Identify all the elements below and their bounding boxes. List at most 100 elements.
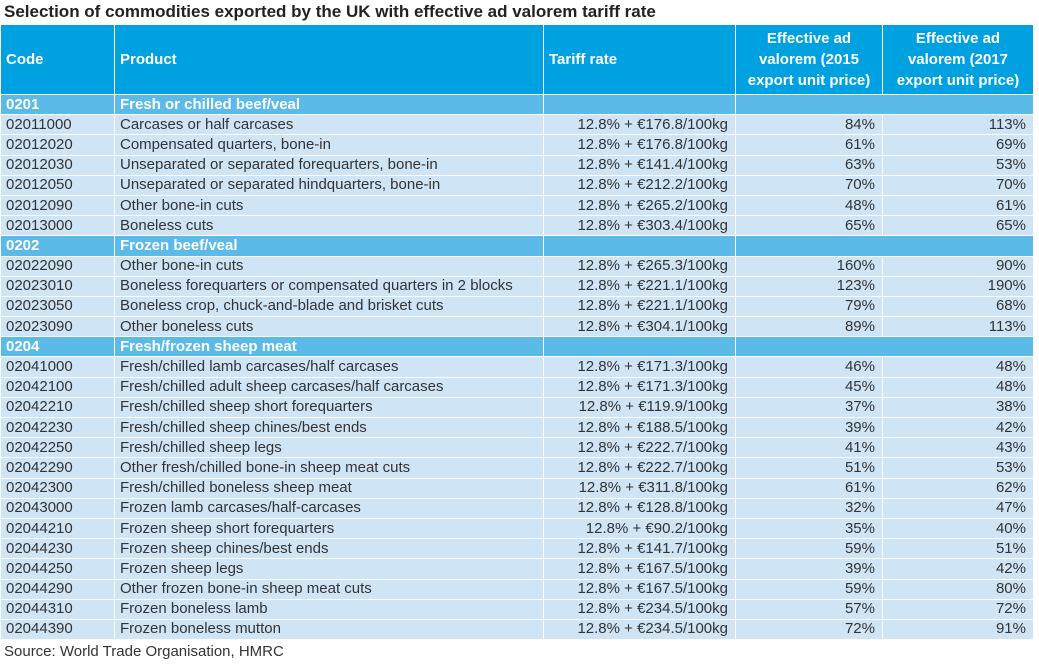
- code-cell: 02012030: [0, 154, 115, 176]
- code-cell: 02042100: [0, 376, 115, 398]
- code-cell: 02042230: [0, 416, 115, 439]
- rate-2017-cell: 69%: [882, 134, 1034, 156]
- product-cell: Unseparated or separated forequarters, b…: [114, 154, 544, 176]
- data-row: 02043000 Frozen lamb carcases/half-carcas…: [0, 497, 1034, 519]
- rate-2017-cell: 48%: [882, 356, 1034, 378]
- data-row: 02044210 Frozen sheep short forequarters 1…: [0, 517, 1034, 540]
- product-cell: Frozen sheep legs: [114, 558, 544, 580]
- group-empty: [735, 235, 1034, 257]
- code-cell: 02044250: [0, 558, 115, 580]
- group-empty: [735, 336, 1034, 358]
- group-empty: [735, 93, 1034, 116]
- tariff-cell: 12.8% + €167.5/100kg: [543, 578, 736, 600]
- rate-2017-cell: 113%: [882, 316, 1034, 338]
- rate-2015-cell: 61%: [735, 477, 883, 499]
- rate-2015-cell: 84%: [735, 114, 883, 136]
- product-cell: Fresh/chilled sheep short forequarters: [114, 396, 544, 419]
- tariff-table: Code Product Tariff rate Effective ad valor…: [0, 24, 1034, 641]
- product-cell: Frozen boneless mutton: [114, 618, 544, 641]
- data-row: 02042210 Fresh/chilled sheep short forequ…: [0, 396, 1034, 419]
- tariff-cell: 12.8% + €212.2/100kg: [543, 174, 736, 196]
- data-row: 02044310 Frozen boneless lamb 12.8% + €234…: [0, 598, 1034, 620]
- rate-2015-cell: 51%: [735, 457, 883, 479]
- rate-2017-cell: 91%: [882, 618, 1034, 641]
- code-cell: 02044390: [0, 618, 115, 641]
- header-cell: Effective ad valorem (2017 export unit p…: [882, 24, 1034, 95]
- code-cell: 02043000: [0, 497, 115, 519]
- product-cell: Fresh/chilled lamb carcases/half carcase…: [114, 356, 544, 378]
- rate-2017-cell: 48%: [882, 376, 1034, 398]
- rate-2015-cell: 65%: [735, 215, 883, 237]
- code-cell: 02044310: [0, 598, 115, 620]
- tariff-cell: 12.8% + €141.7/100kg: [543, 538, 736, 560]
- product-cell: Other boneless cuts: [114, 316, 544, 338]
- code-cell: 02012020: [0, 134, 115, 156]
- rate-2017-cell: 80%: [882, 578, 1034, 600]
- rate-2017-cell: 90%: [882, 255, 1034, 277]
- header-cell: Tariff rate: [543, 24, 736, 95]
- data-row: 02022090 Other bone-in cuts 12.8% + €265.3…: [0, 255, 1034, 277]
- tariff-cell: 12.8% + €176.8/100kg: [543, 134, 736, 156]
- header-cell: Effective ad valorem (2015 export unit p…: [735, 24, 883, 95]
- data-row: 02023050 Boneless crop, chuck-and-blade a…: [0, 295, 1034, 318]
- data-row: 02012030 Unseparated or separated forequa…: [0, 154, 1034, 176]
- tariff-cell: 12.8% + €304.1/100kg: [543, 316, 736, 338]
- data-row: 02042230 Fresh/chilled sheep chines/best …: [0, 416, 1034, 439]
- code-cell: 02012050: [0, 174, 115, 196]
- group-row: 0204 Fresh/frozen sheep meat: [0, 336, 1034, 358]
- tariff-cell: 12.8% + €90.2/100kg: [543, 517, 736, 540]
- tariff-cell: 12.8% + €265.3/100kg: [543, 255, 736, 277]
- tariff-cell: 12.8% + €222.7/100kg: [543, 457, 736, 479]
- rate-2015-cell: 32%: [735, 497, 883, 519]
- product-cell: Other fresh/chilled bone-in sheep meat c…: [114, 457, 544, 479]
- tariff-cell: 12.8% + €221.1/100kg: [543, 275, 736, 297]
- product-cell: Fresh/chilled sheep legs: [114, 437, 544, 459]
- header-cell: Product: [114, 24, 544, 95]
- rate-2015-cell: 89%: [735, 316, 883, 338]
- code-cell: 02013000: [0, 215, 115, 237]
- data-row: 02011000 Carcases or half carcases 12.8% +…: [0, 114, 1034, 136]
- rate-2017-cell: 62%: [882, 477, 1034, 499]
- tariff-cell: 12.8% + €222.7/100kg: [543, 437, 736, 459]
- tariff-cell: 12.8% + €221.1/100kg: [543, 295, 736, 318]
- rate-2017-cell: 190%: [882, 275, 1034, 297]
- rate-2017-cell: 42%: [882, 558, 1034, 580]
- tariff-cell: 12.8% + €188.5/100kg: [543, 416, 736, 439]
- code-cell: 02042300: [0, 477, 115, 499]
- rate-2017-cell: 43%: [882, 437, 1034, 459]
- rate-2015-cell: 63%: [735, 154, 883, 176]
- data-row: 02042100 Fresh/chilled adult sheep carcas…: [0, 376, 1034, 398]
- rate-2017-cell: 40%: [882, 517, 1034, 540]
- code-cell: 02023090: [0, 316, 115, 338]
- data-row: 02044250 Frozen sheep legs 12.8% + €167.5/…: [0, 558, 1034, 580]
- tariff-cell: 12.8% + €141.4/100kg: [543, 154, 736, 176]
- product-cell: Other bone-in cuts: [114, 194, 544, 217]
- rate-2015-cell: 59%: [735, 578, 883, 600]
- code-cell: 02023010: [0, 275, 115, 297]
- product-cell: Fresh/chilled adult sheep carcases/half …: [114, 376, 544, 398]
- rate-2015-cell: 160%: [735, 255, 883, 277]
- rate-2015-cell: 41%: [735, 437, 883, 459]
- rate-2015-cell: 59%: [735, 538, 883, 560]
- rate-2017-cell: 53%: [882, 457, 1034, 479]
- data-row: 02042300 Fresh/chilled boneless sheep mea…: [0, 477, 1034, 499]
- code-cell: 02044230: [0, 538, 115, 560]
- tariff-cell: 12.8% + €303.4/100kg: [543, 215, 736, 237]
- rate-2015-cell: 39%: [735, 558, 883, 580]
- code-cell: 02044290: [0, 578, 115, 600]
- group-name: Frozen beef/veal: [114, 235, 544, 257]
- rate-2015-cell: 72%: [735, 618, 883, 641]
- data-row: 02012050 Unseparated or separated hindqua…: [0, 174, 1034, 196]
- group-code: 0201: [0, 93, 115, 116]
- product-cell: Carcases or half carcases: [114, 114, 544, 136]
- source-note: Source: World Trade Organisation, HMRC: [4, 643, 284, 660]
- code-cell: 02042250: [0, 437, 115, 459]
- rate-2015-cell: 57%: [735, 598, 883, 620]
- tariff-cell: 12.8% + €167.5/100kg: [543, 558, 736, 580]
- product-cell: Boneless crop, chuck-and-blade and brisk…: [114, 295, 544, 318]
- data-row: 02023010 Boneless forequarters or compens…: [0, 275, 1034, 297]
- rate-2017-cell: 47%: [882, 497, 1034, 519]
- code-cell: 02023050: [0, 295, 115, 318]
- data-row: 02041000 Fresh/chilled lamb carcases/half…: [0, 356, 1034, 378]
